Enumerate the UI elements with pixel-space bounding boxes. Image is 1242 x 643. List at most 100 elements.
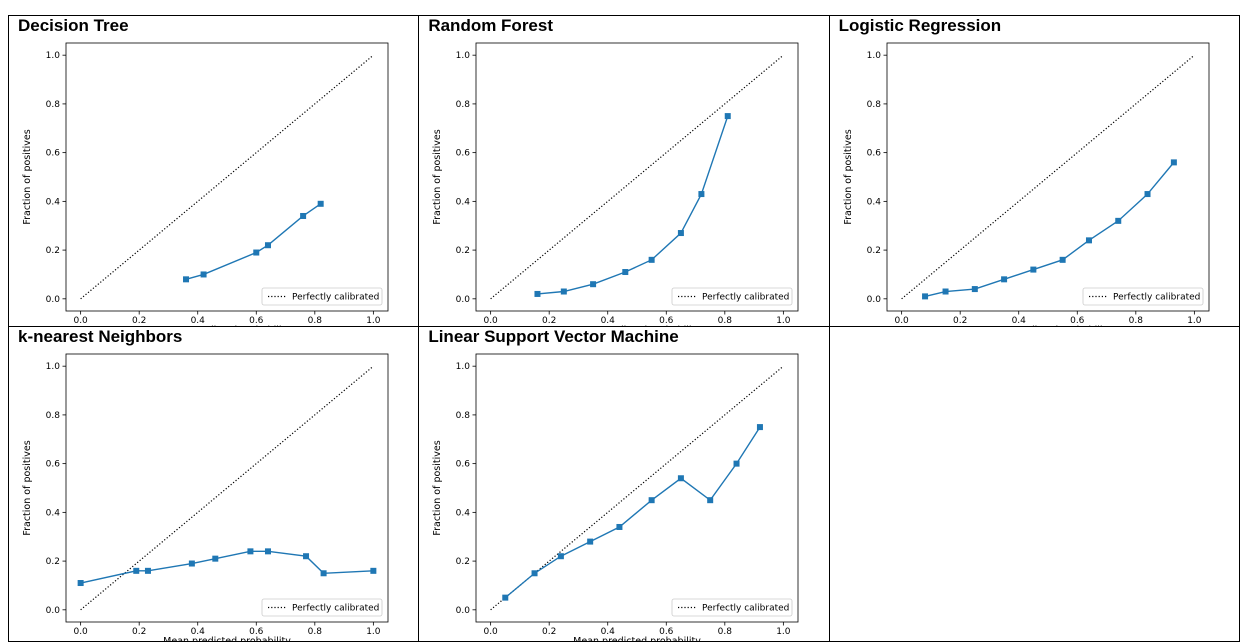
y-tick-label: 0.8 bbox=[456, 411, 471, 421]
data-point bbox=[622, 269, 629, 276]
x-tick-label: 0.4 bbox=[601, 627, 616, 637]
data-point bbox=[616, 523, 623, 530]
x-tick-label: 0.6 bbox=[659, 316, 674, 326]
y-tick-label: 0.6 bbox=[456, 460, 471, 470]
data-point bbox=[558, 553, 565, 560]
calibration-plot: 0.00.20.40.60.81.00.00.20.40.60.81.0Mean… bbox=[843, 42, 1210, 327]
legend-box bbox=[261, 287, 383, 306]
y-tick-label: 0.2 bbox=[456, 557, 470, 567]
data-point bbox=[212, 555, 219, 562]
data-point bbox=[253, 249, 260, 256]
legend-box bbox=[261, 598, 383, 617]
y-tick-label: 0.4 bbox=[866, 197, 881, 207]
y-tick-label: 0.8 bbox=[866, 100, 881, 110]
data-point bbox=[1085, 237, 1092, 244]
x-tick-label: 0.4 bbox=[191, 627, 206, 637]
x-tick-label: 0.2 bbox=[132, 316, 146, 326]
calibration-plot: 0.00.20.40.60.81.00.00.20.40.60.81.0Mean… bbox=[22, 42, 389, 327]
data-point bbox=[303, 553, 310, 560]
y-tick-label: 0.4 bbox=[46, 197, 61, 207]
x-tick-label: 1.0 bbox=[366, 627, 381, 637]
y-tick-label: 1.0 bbox=[456, 362, 471, 372]
x-tick-label: 0.0 bbox=[73, 627, 88, 637]
x-tick-label: 0.6 bbox=[1070, 316, 1085, 326]
panel-random-forest: Random Forest 0.0 0.2 0.4 0.6 0.8 1.0 0.0 0.2 0.… bbox=[418, 15, 830, 327]
y-tick-label: 0.2 bbox=[46, 246, 60, 256]
x-tick-label: 0.2 bbox=[542, 316, 556, 326]
y-tick-label: 1.0 bbox=[46, 51, 61, 61]
data-point bbox=[971, 286, 978, 293]
data-point bbox=[757, 424, 764, 431]
data-point bbox=[264, 548, 271, 555]
y-axis-label: Fraction of positives bbox=[432, 440, 443, 535]
y-axis-label: Fraction of positives bbox=[432, 129, 443, 224]
data-point bbox=[264, 242, 271, 249]
y-tick-label: 1.0 bbox=[866, 51, 881, 61]
y-axis-label: Fraction of positives bbox=[22, 129, 33, 224]
y-tick-label: 1.0 bbox=[46, 362, 61, 372]
panel-logistic-regression: Logistic Regression 0.0 0.2 0.4 0.6 0.8 1.0 0.… bbox=[828, 15, 1241, 327]
data-point bbox=[725, 113, 732, 120]
data-point bbox=[678, 475, 685, 482]
y-tick-label: 0.4 bbox=[456, 508, 471, 518]
y-tick-label: 0.6 bbox=[46, 149, 61, 159]
perfect-calibration-line bbox=[900, 54, 1195, 300]
x-tick-label: 0.0 bbox=[484, 627, 499, 637]
y-axis-label: Fraction of positives bbox=[22, 440, 33, 535]
x-axis-label: Mean predicted probability bbox=[163, 636, 291, 642]
data-point bbox=[317, 200, 324, 207]
y-tick-label: 0.0 bbox=[46, 606, 61, 616]
x-axis-label: Mean predicted probability bbox=[573, 636, 701, 642]
panel-title: Random Forest bbox=[428, 16, 554, 35]
data-point bbox=[200, 271, 207, 278]
legend-box bbox=[1082, 287, 1204, 306]
y-tick-label: 0.2 bbox=[456, 246, 470, 256]
data-point bbox=[133, 567, 140, 574]
y-tick-label: 0.8 bbox=[456, 100, 471, 110]
legend-label: Perfectly calibrated bbox=[702, 604, 789, 614]
x-tick-label: 1.0 bbox=[777, 316, 792, 326]
y-tick-label: 0.0 bbox=[46, 295, 61, 305]
x-tick-label: 0.0 bbox=[484, 316, 499, 326]
y-tick-label: 0.4 bbox=[456, 197, 471, 207]
panel-title: Linear Support Vector Machine bbox=[428, 327, 679, 346]
x-tick-label: 0.0 bbox=[73, 316, 88, 326]
panel-title: k-nearest Neighbors bbox=[18, 327, 183, 346]
data-point bbox=[320, 570, 327, 577]
panel-decision-tree: Decision Tree 0.0 0.2 0.4 0.6 0.8 1.0 0.0 0.2 0.… bbox=[7, 15, 420, 327]
legend-box bbox=[671, 287, 793, 306]
data-point bbox=[590, 281, 597, 288]
x-tick-label: 1.0 bbox=[777, 627, 792, 637]
data-point bbox=[698, 191, 705, 198]
y-tick-label: 0.0 bbox=[866, 295, 881, 305]
y-tick-label: 0.6 bbox=[46, 460, 61, 470]
data-point bbox=[1000, 276, 1007, 283]
y-tick-label: 0.4 bbox=[46, 508, 61, 518]
legend-label: Perfectly calibrated bbox=[292, 293, 379, 303]
data-point bbox=[502, 594, 509, 601]
figure-grid: Decision Tree 0.0 0.2 0.4 0.6 0.8 1.0 0.0 0.2 0.… bbox=[7, 15, 1241, 642]
x-tick-label: 1.0 bbox=[1187, 316, 1202, 326]
panel-title: Logistic Regression bbox=[838, 16, 1002, 35]
calibration-plot: 0.00.20.40.60.81.00.00.20.40.60.81.0Mean… bbox=[432, 42, 799, 327]
perfect-calibration-line bbox=[490, 365, 785, 611]
data-point bbox=[370, 567, 377, 574]
y-tick-label: 0.6 bbox=[456, 149, 471, 159]
data-point bbox=[648, 497, 655, 504]
y-axis-label: Fraction of positives bbox=[843, 129, 854, 224]
data-point bbox=[921, 293, 928, 300]
y-tick-label: 0.0 bbox=[456, 295, 471, 305]
data-point bbox=[1114, 217, 1121, 224]
x-tick-label: 0.4 bbox=[1011, 316, 1026, 326]
y-tick-label: 0.8 bbox=[46, 100, 61, 110]
x-tick-label: 0.2 bbox=[542, 627, 556, 637]
y-tick-label: 0.2 bbox=[866, 246, 880, 256]
panel-k-nearest-neighbors: k-nearest Neighbors 0.0 0.2 0.4 0.6 0.8 1.0 0.… bbox=[7, 326, 420, 642]
data-point bbox=[300, 212, 307, 219]
calibration-curve bbox=[537, 115, 729, 295]
data-point bbox=[1170, 159, 1177, 166]
x-tick-label: 0.8 bbox=[1128, 316, 1143, 326]
data-point bbox=[733, 460, 740, 467]
y-tick-label: 0.2 bbox=[46, 557, 60, 567]
